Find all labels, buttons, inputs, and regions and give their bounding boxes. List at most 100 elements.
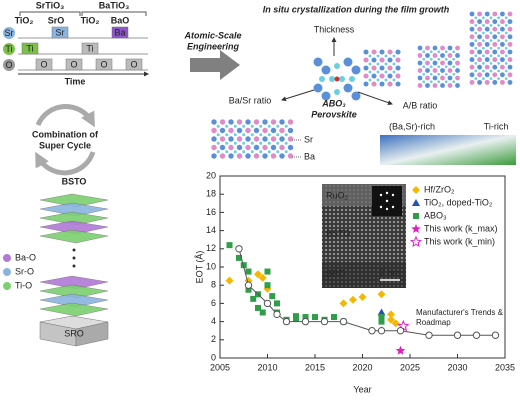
marker-diamond: [387, 310, 395, 319]
atom: [440, 53, 445, 58]
atom: [432, 83, 438, 88]
ratio-bar: [380, 135, 516, 165]
atom: [262, 144, 268, 151]
pulse: [95, 58, 113, 71]
atom: [216, 150, 220, 154]
atom: [489, 16, 493, 20]
atom: [225, 124, 229, 128]
marker-circle: [282, 317, 291, 326]
atom: [279, 144, 285, 151]
atom: [474, 16, 478, 20]
marker-circle: [491, 331, 500, 339]
atom: [455, 83, 460, 88]
arrow-label: Engineering: [187, 41, 240, 51]
o-site: [319, 76, 325, 82]
atom: [250, 141, 254, 145]
legend-dot: [3, 254, 11, 262]
atom: [444, 80, 448, 84]
atom: [253, 153, 260, 159]
atom: [368, 70, 372, 74]
atom: [482, 62, 485, 65]
bracket: [81, 11, 147, 16]
atom: [477, 72, 483, 78]
atom: [482, 31, 485, 35]
atom: [422, 65, 426, 69]
atom: [507, 11, 513, 17]
atom: [262, 153, 268, 159]
legend-dot: [3, 282, 11, 290]
atom: [371, 57, 377, 63]
marker-square: [293, 315, 299, 322]
atom: [489, 24, 493, 27]
y-tick-label: 4: [211, 316, 216, 326]
atom: [504, 62, 508, 65]
atom: [363, 65, 369, 71]
atom: [507, 41, 513, 47]
a-site: [343, 57, 353, 67]
scale-label: 2 nm: [380, 267, 400, 277]
atom: [474, 69, 478, 73]
atom: [474, 24, 478, 27]
legend-label: This work (k_max): [424, 223, 498, 233]
atom: [225, 141, 229, 145]
spot: [379, 193, 383, 197]
atom: [455, 45, 460, 51]
marker-circle: [396, 327, 405, 335]
a-site: [343, 83, 353, 93]
atom: [499, 19, 505, 25]
atom: [392, 54, 396, 58]
a-site: [313, 83, 323, 93]
legend-dot: [3, 268, 11, 276]
atom: [245, 119, 251, 125]
atom: [363, 49, 369, 55]
x-tick-label: 2020: [352, 362, 372, 372]
atom: [437, 72, 441, 76]
atom: [469, 64, 475, 70]
layer-label: Sr-O: [15, 266, 34, 276]
atom: [395, 57, 401, 63]
atom: [469, 49, 475, 55]
inset-label: BSTO: [326, 228, 350, 238]
atom: [474, 39, 478, 42]
atom: [507, 57, 513, 63]
marker-square: [245, 268, 252, 275]
atom: [484, 34, 490, 40]
atom: [236, 136, 243, 142]
atom: [504, 39, 508, 42]
arrow: [281, 89, 315, 102]
atom: [279, 119, 285, 125]
atom: [276, 150, 280, 154]
o-site: [334, 63, 340, 69]
atom: [492, 26, 498, 32]
atom: [447, 75, 453, 81]
atom: [437, 65, 441, 69]
atom: [395, 65, 401, 71]
atom: [469, 19, 475, 25]
marker-diamond: [258, 273, 267, 282]
atom: [499, 49, 505, 55]
pulse: [111, 26, 129, 39]
annotation: Manufacturer's Trends & Roadmap: [416, 308, 503, 327]
rich-label: (Ba,Sr)-rich: [389, 121, 435, 131]
atom: [492, 57, 498, 63]
atom: [429, 57, 433, 61]
atom: [363, 73, 369, 79]
atom: [216, 141, 220, 145]
atom: [484, 79, 490, 85]
atom: [444, 72, 448, 76]
legend-label: This work (k_min): [424, 236, 495, 246]
marker-square: [259, 309, 266, 316]
atom: [507, 79, 513, 85]
atom: [236, 127, 243, 134]
atom: [417, 68, 423, 73]
atom: [440, 75, 445, 81]
atom: [270, 119, 277, 125]
atom: [384, 54, 388, 58]
atom: [379, 57, 385, 63]
row-badge: [3, 27, 15, 39]
atom: [504, 77, 508, 80]
atom: [276, 133, 280, 137]
atom: [422, 72, 426, 76]
atom: [444, 65, 448, 69]
